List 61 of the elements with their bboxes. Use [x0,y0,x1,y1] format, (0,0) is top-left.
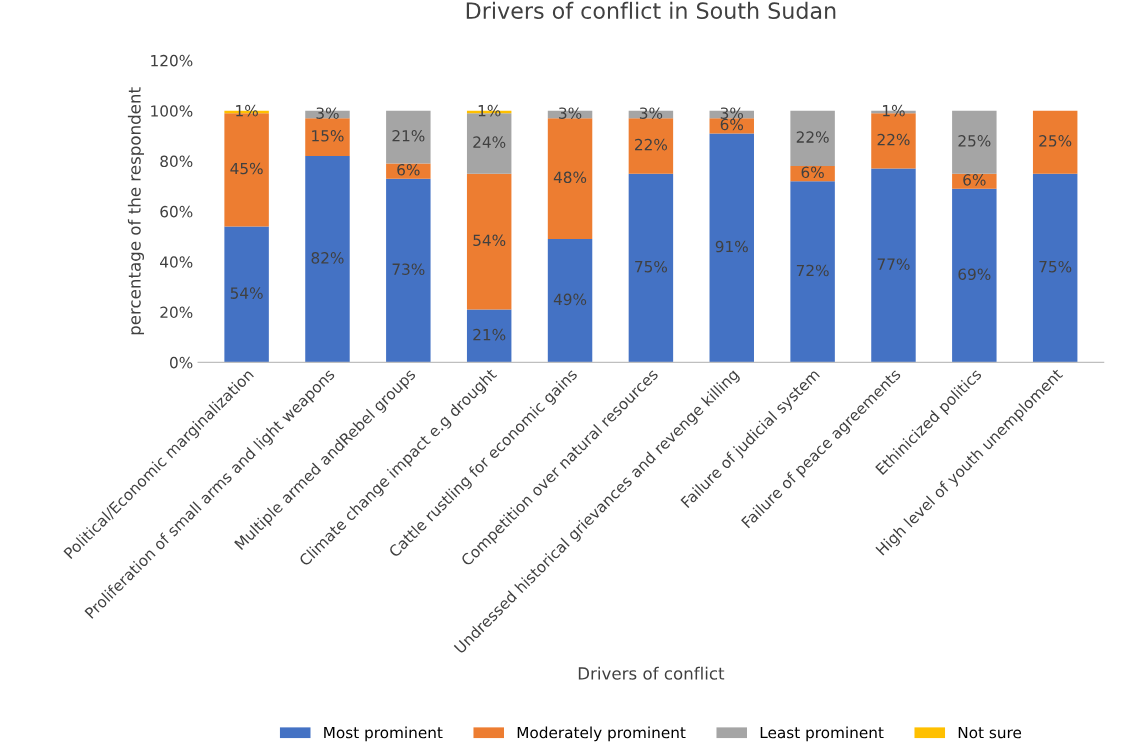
data-label: 82% [311,252,344,264]
legend-label: Not sure [958,726,1022,739]
bar [790,181,835,363]
bar [224,226,269,363]
bar [628,173,674,363]
bar [466,309,512,363]
legend-label: Moderately prominent [517,726,686,742]
bar [547,239,593,363]
y-tick-label: 120% [151,54,193,67]
bar [386,178,431,363]
data-label: 21% [473,328,506,341]
data-label: 6% [720,118,744,131]
y-axis-title: percentage of the respondent [127,87,145,335]
data-label: 54% [230,287,263,299]
data-label: 54% [473,234,506,247]
y-tick-label: 20% [160,306,193,319]
data-label: 22% [635,138,668,151]
y-tick-label: 80% [160,155,193,168]
bar [871,168,916,363]
y-tick-label: 40% [160,256,193,268]
data-label: 1% [236,104,258,117]
data-label: 72% [796,264,829,277]
data-label: 15% [312,130,344,142]
data-label: 6% [397,164,420,176]
data-label: 21% [392,130,425,142]
bar [1032,173,1078,363]
data-label: 24% [473,136,506,148]
bar [305,118,350,157]
data-label: 91% [715,240,748,253]
bar [709,133,754,363]
data-label: 6% [963,174,986,186]
data-label: 45% [230,162,263,175]
data-label: 77% [877,258,910,270]
bar [952,110,997,174]
data-label: 6% [801,166,824,179]
data-label: 25% [958,135,991,147]
legend-label: Least prominent [760,726,884,742]
y-tick-label: 60% [160,205,193,218]
x-axis-title: Drivers of conflict [578,666,725,680]
data-label: 73% [392,263,425,275]
data-label: 48% [553,171,587,184]
bar [305,156,350,363]
data-label: 49% [553,293,587,306]
data-label: 75% [1039,260,1072,273]
bar [547,118,593,240]
data-label: 1% [883,104,905,117]
y-tick-label: 0% [170,356,193,369]
bar [1032,110,1078,174]
data-label: 75% [635,260,668,273]
bar [628,118,674,174]
chart-title: Drivers of conflict in South Sudan [466,1,836,20]
legend-label: Most prominent [324,726,443,742]
bar [466,173,512,310]
data-label: 69% [958,268,991,281]
bar [386,110,431,164]
data-label: 22% [796,131,829,143]
bar [952,188,997,363]
bar [790,110,835,167]
data-label: 22% [877,133,910,146]
y-tick-label: 100% [151,105,193,117]
data-label: 25% [1039,135,1072,147]
